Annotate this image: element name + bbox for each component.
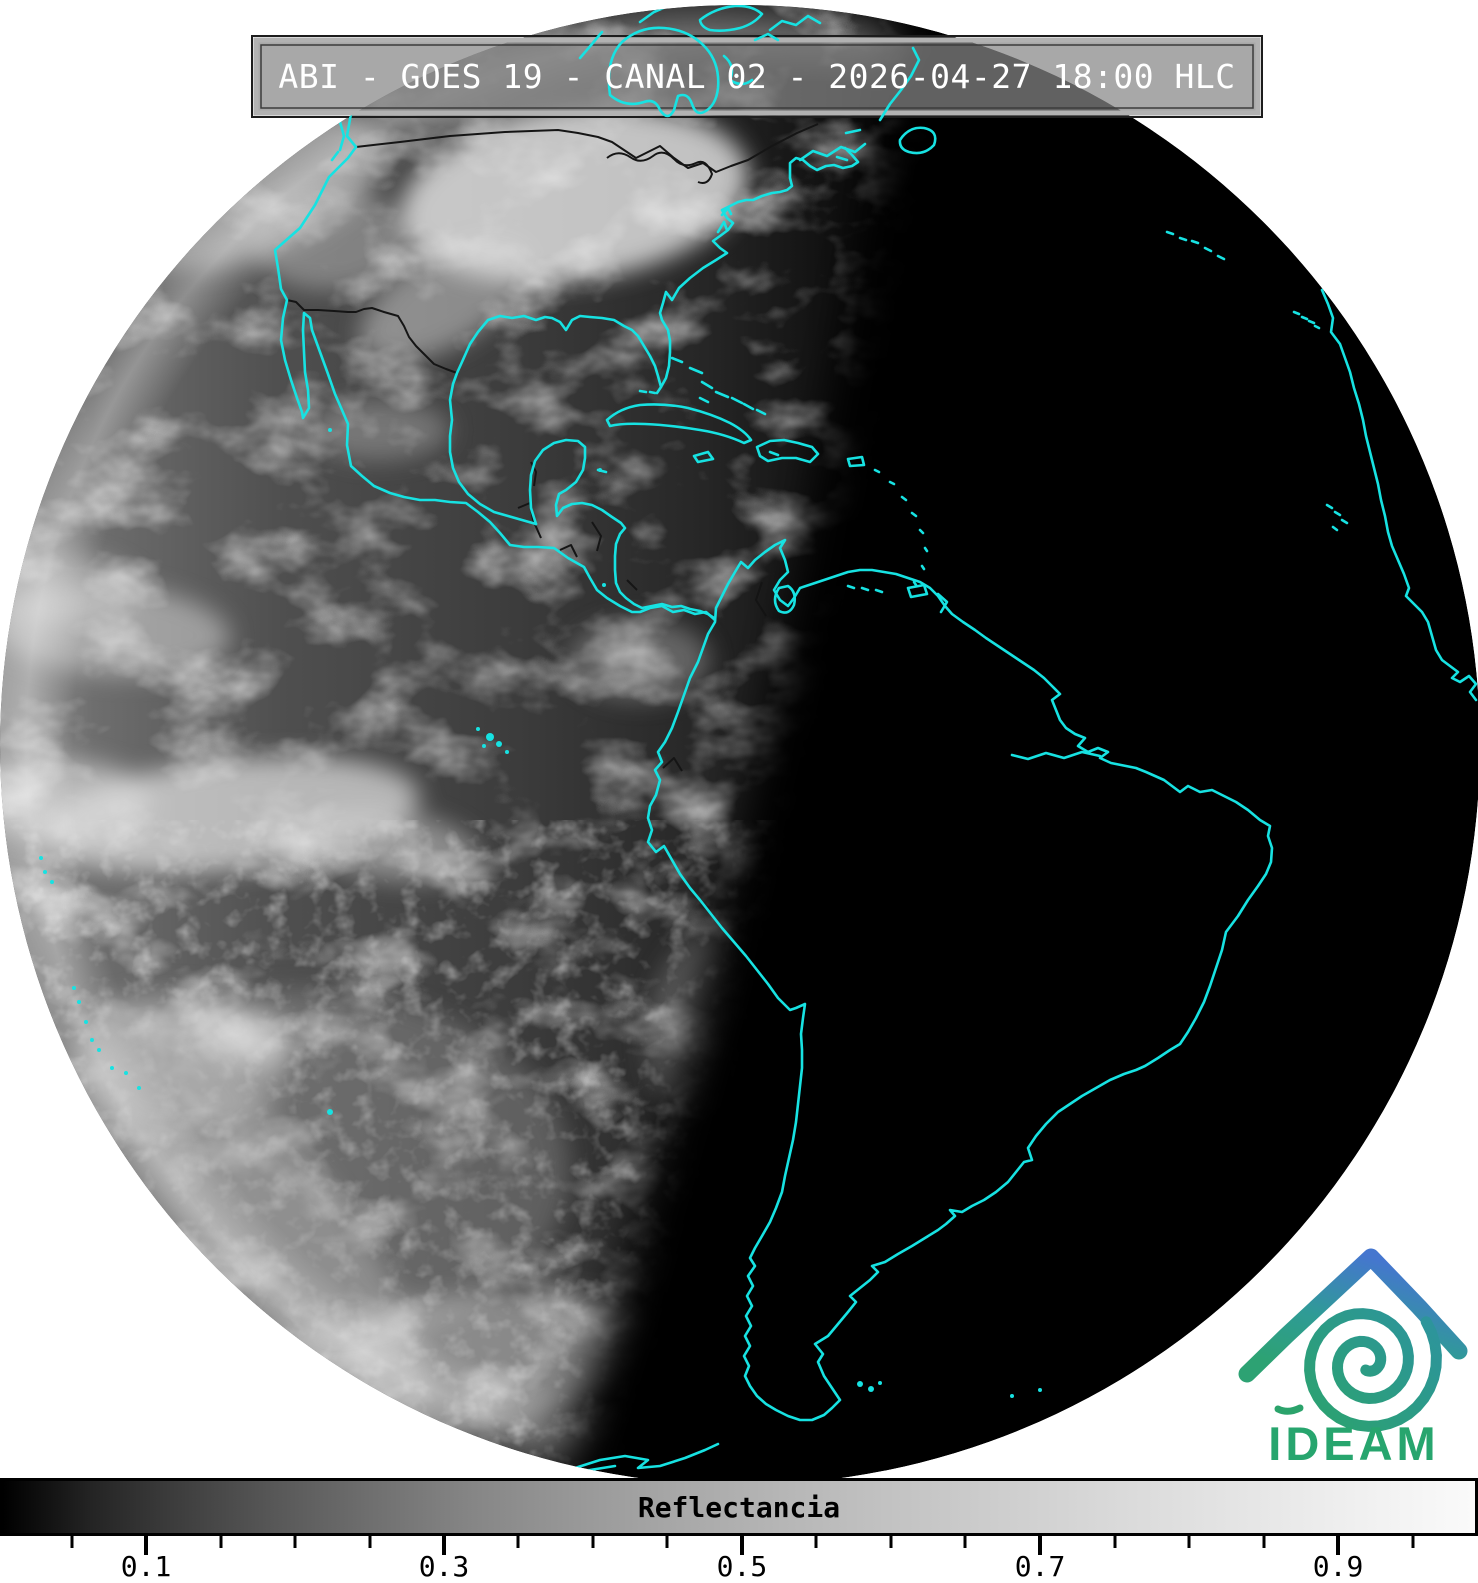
spiral-tail: [1274, 1404, 1304, 1415]
logo-text: IDEAM: [1268, 1417, 1440, 1470]
colorbar-minor-tick: [665, 1536, 669, 1548]
colorbar-minor-tick: [70, 1536, 74, 1548]
colorbar-major-tick: [1038, 1536, 1043, 1555]
satellite-earth-image: [0, 5, 1478, 1478]
colorbar-minor-tick: [293, 1536, 297, 1548]
colorbar-minor-tick: [963, 1536, 967, 1548]
colorbar-major-tick: [739, 1536, 744, 1555]
colorbar-minor-tick: [591, 1536, 595, 1548]
colorbar-tick-label: 0.1: [120, 1550, 172, 1583]
colorbar-minor-tick: [1411, 1536, 1415, 1548]
colorbar-minor-tick: [1187, 1536, 1191, 1548]
colorbar-minor-tick: [516, 1536, 520, 1548]
colorbar-major-tick: [441, 1536, 446, 1555]
hurricane-spiral-icon: [1304, 1308, 1442, 1432]
colorbar-minor-tick: [889, 1536, 893, 1548]
mountain-roof-icon: [1238, 1248, 1468, 1383]
colorbar-major-tick: [1336, 1536, 1341, 1555]
colorbar-label: Reflectancia: [637, 1491, 841, 1524]
colorbar: Reflectancia 0.1 0.3 0.5 0.7 0.9: [0, 1478, 1478, 1583]
colorbar-tick-label: 0.5: [716, 1550, 768, 1583]
ideam-logo: [1238, 1248, 1468, 1432]
colorbar-tick-label: 0.3: [418, 1550, 470, 1583]
title-bar: [251, 35, 1263, 118]
colorbar-tick-label: 0.9: [1312, 1550, 1364, 1583]
great-lakes-outline: [606, 151, 713, 184]
colorbar-minor-tick: [1262, 1536, 1266, 1548]
colorbar-tick-label: 0.7: [1014, 1550, 1066, 1583]
colorbar-minor-tick: [1113, 1536, 1117, 1548]
colorbar-minor-tick: [368, 1536, 371, 1548]
colorbar-gradient-bar: Reflectancia: [0, 1478, 1478, 1536]
colorbar-minor-tick: [219, 1536, 223, 1548]
colorbar-major-tick: [144, 1536, 149, 1555]
earth-disk: [0, 5, 1478, 1478]
day-hemisphere: [0, 5, 1478, 1478]
limb-haze: [0, 5, 1478, 1478]
colorbar-minor-tick: [814, 1536, 818, 1548]
